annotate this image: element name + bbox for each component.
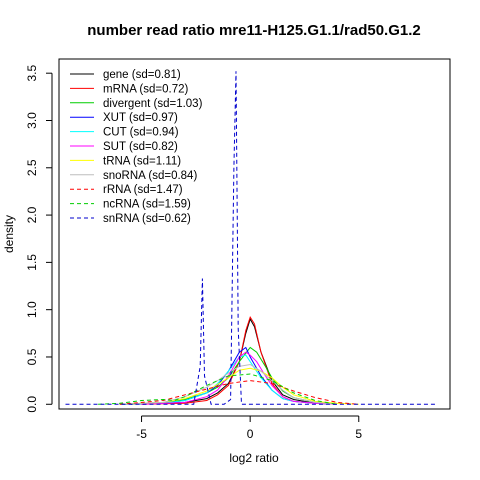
legend-label: ncRNA (sd=1.59) [103, 199, 191, 211]
legend-label: mRNA (sd=0.72) [103, 83, 188, 95]
legend-label: rRNA (sd=1.47) [103, 184, 183, 196]
y-tick-label: 3.5 [25, 65, 39, 82]
y-tick-label: 0.5 [25, 348, 39, 365]
legend-label: snoRNA (sd=0.84) [103, 170, 197, 182]
legend: gene (sd=0.81) mRNA (sd=0.72) divergent (s… [70, 69, 203, 225]
x-axis: -5 0 5 [136, 415, 362, 441]
x-tick-label: 0 [247, 427, 254, 441]
series-line-4 [119, 354, 338, 405]
y-tick-label: 1.0 [25, 301, 39, 318]
y-tick-label: 3.0 [25, 112, 39, 129]
y-tick-label: 0.0 [25, 396, 39, 413]
legend-label: snRNA (sd=0.62) [103, 213, 191, 225]
y-tick-label: 2.5 [25, 159, 39, 176]
legend-label: divergent (sd=1.03) [103, 98, 203, 110]
legend-label: SUT (sd=0.82) [103, 141, 178, 153]
x-tick-label: 5 [355, 427, 362, 441]
series-line-8 [119, 380, 359, 405]
x-tick-label: -5 [136, 427, 147, 441]
legend-label: CUT (sd=0.94) [103, 127, 179, 139]
series-line-10 [65, 71, 437, 405]
legend-label: tRNA (sd=1.11) [103, 155, 181, 167]
x-axis-label: log2 ratio [229, 451, 279, 465]
series-line-0 [130, 317, 338, 405]
chart-title: number read ratio mre11-H125.G1.1/rad50.… [87, 22, 421, 39]
y-axis: 0.0 0.5 1.0 1.5 2.0 2.5 3.0 3.5 [25, 65, 53, 413]
y-axis-label: density [2, 215, 16, 253]
plot-frame [58, 58, 451, 410]
series-line-9 [98, 373, 338, 405]
legend-label: XUT (sd=0.97) [103, 112, 178, 124]
y-tick-label: 2.0 [25, 206, 39, 223]
series-line-5 [141, 351, 338, 405]
series-line-6 [119, 367, 359, 405]
density-curves [65, 71, 437, 405]
y-tick-label: 1.5 [25, 254, 39, 271]
legend-label: gene (sd=0.81) [103, 69, 181, 81]
